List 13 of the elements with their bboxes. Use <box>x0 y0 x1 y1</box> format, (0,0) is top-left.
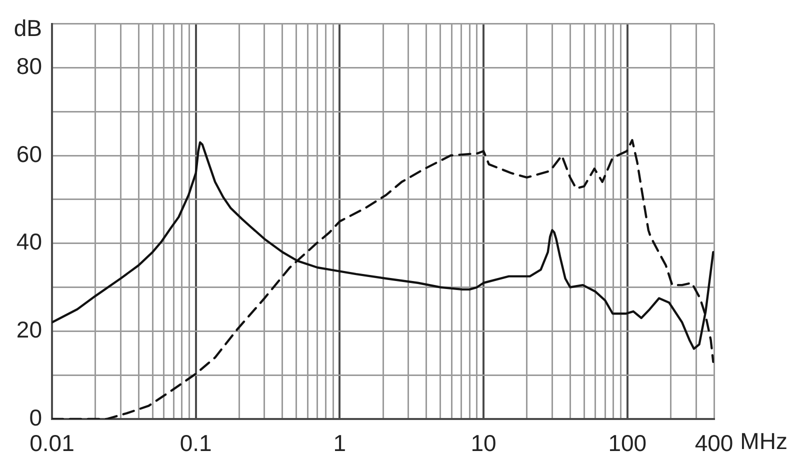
x-tick-label: 1 <box>333 430 346 456</box>
x-tick-label: 0.01 <box>30 430 74 456</box>
y-tick-label: 40 <box>16 228 42 255</box>
y-axis-title: dB <box>14 15 42 42</box>
y-tick-label: 60 <box>16 140 42 167</box>
y-tick-label: 20 <box>16 316 42 343</box>
x-tick-label: 400 <box>694 430 734 456</box>
x-axis-title: MHz <box>740 428 788 454</box>
x-tick-label: 0.1 <box>180 430 212 456</box>
x-tick-label: 100 <box>608 430 647 456</box>
x-tick-label: 10 <box>470 430 496 456</box>
y-tick-label: 80 <box>16 53 42 80</box>
y-tick-label: 0 <box>29 404 42 430</box>
